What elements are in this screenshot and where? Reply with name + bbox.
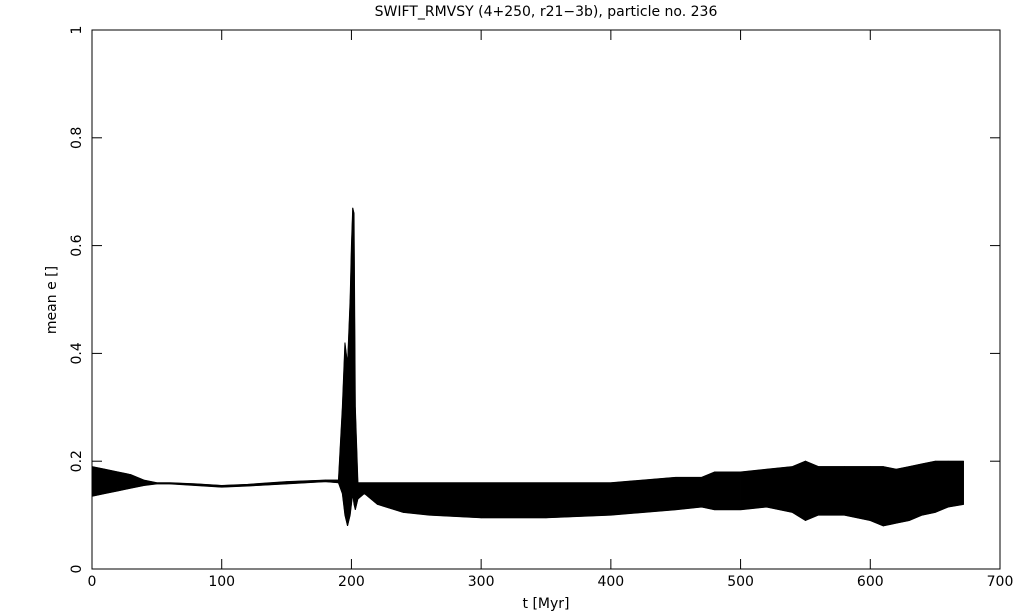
band-segment — [895, 466, 910, 524]
band-segment — [545, 482, 612, 519]
band-segment — [844, 466, 871, 521]
x-tick-label: 200 — [338, 574, 365, 590]
x-tick-label: 500 — [727, 574, 754, 590]
band-segment — [792, 460, 806, 522]
band-segment — [934, 460, 949, 513]
lower-envelope — [91, 481, 964, 527]
band-segment — [117, 471, 132, 492]
y-tick-label: 0.2 — [69, 450, 85, 472]
band-segment — [344, 342, 348, 526]
x-tick-label: 0 — [88, 574, 97, 590]
band-segment — [701, 471, 715, 511]
x-tick-label: 400 — [597, 574, 624, 590]
band-segment — [104, 468, 119, 494]
x-axis-label: t [Myr] — [523, 596, 570, 612]
plot-frame — [91, 29, 1001, 570]
band-segment — [882, 466, 897, 527]
x-tick-label: 700 — [987, 574, 1014, 590]
y-tick-label: 0.6 — [69, 234, 85, 256]
band-segment — [805, 460, 819, 521]
y-axis-label: mean e [] — [44, 266, 60, 334]
band-segment — [869, 466, 884, 527]
y-tick-label: 0.4 — [69, 342, 85, 364]
x-tick-label: 100 — [208, 574, 235, 590]
y-tick-label: 1 — [69, 26, 85, 35]
band-segment — [91, 466, 106, 497]
band-segment — [714, 471, 741, 511]
band-segment — [610, 477, 677, 516]
band-segment — [675, 477, 702, 511]
y-tick-label: 0 — [69, 565, 85, 574]
x-tick-label: 600 — [857, 574, 884, 590]
band-segment — [818, 466, 845, 516]
band-segment — [428, 482, 482, 519]
y-tick-label: 0.8 — [69, 127, 85, 149]
band-segment — [403, 482, 430, 516]
band-segment — [480, 482, 547, 519]
x-tick-label: 300 — [468, 574, 495, 590]
band-segment — [908, 463, 923, 521]
upper-envelope — [91, 207, 964, 486]
band-segment — [740, 468, 767, 511]
band-segment — [947, 460, 964, 508]
chart-title: SWIFT_RMVSY (4+250, r21−3b), particle no… — [375, 4, 718, 20]
band-segment — [921, 460, 936, 516]
band-segment — [766, 466, 793, 513]
